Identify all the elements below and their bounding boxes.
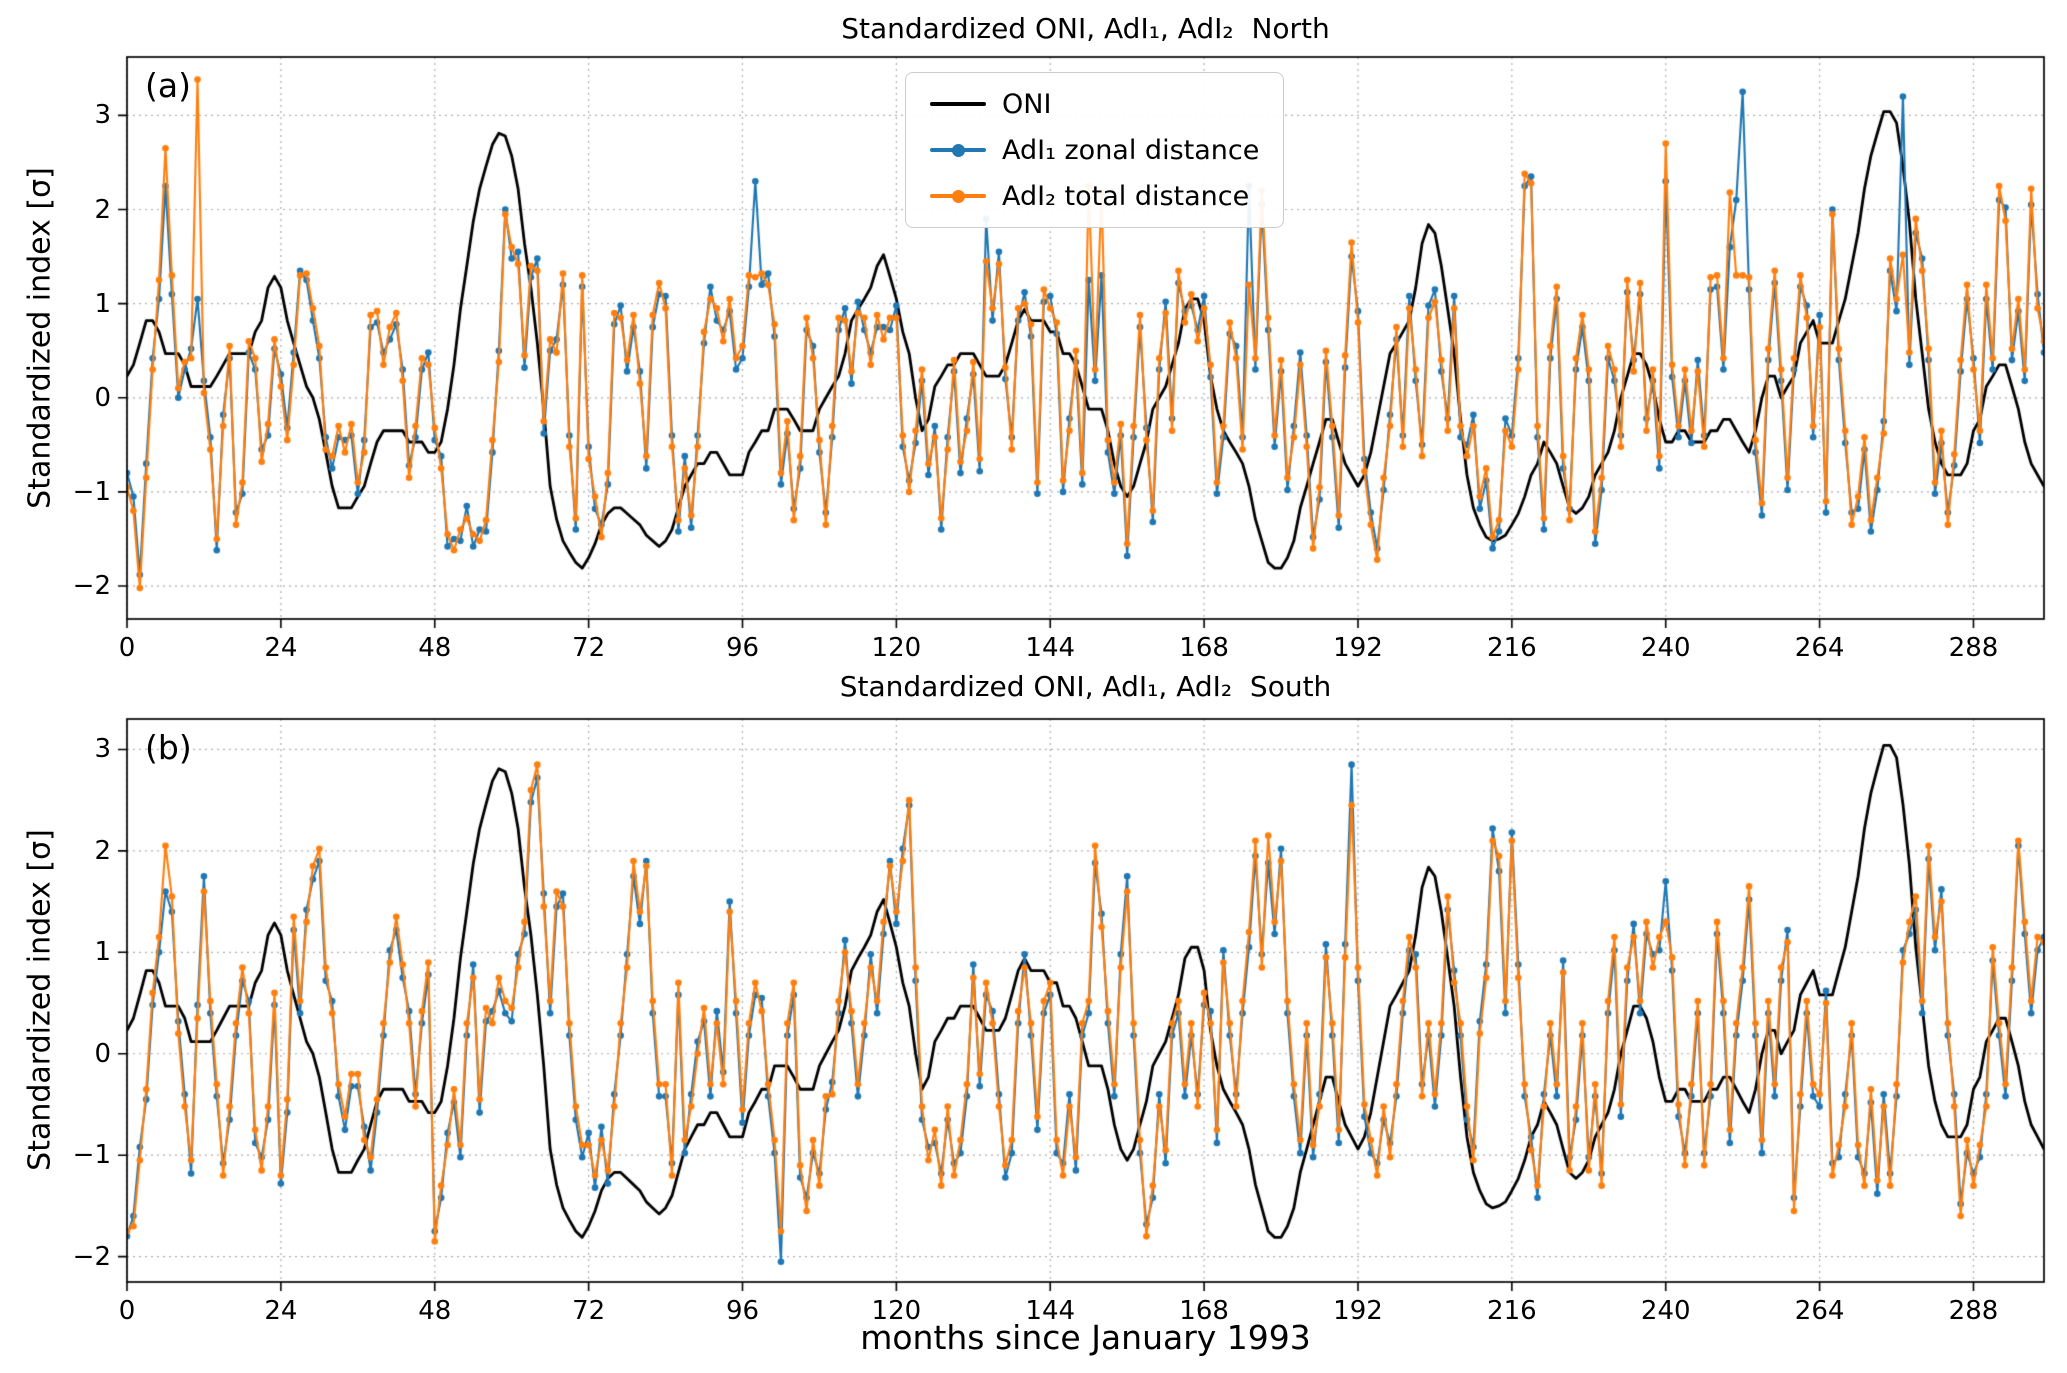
y-tick-label: −1 — [72, 1140, 111, 1171]
x-tick-label: 144 — [1025, 633, 1076, 663]
y-tick-label: 1 — [94, 288, 111, 319]
y-axis-label-b: Standardized index [σ] — [22, 829, 58, 1171]
y-tick-label: 3 — [94, 100, 111, 131]
x-tick-label: 48 — [418, 633, 452, 663]
x-tick-label: 264 — [1794, 633, 1845, 663]
legend-label: ONI — [1002, 88, 1052, 120]
x-tick-label: 216 — [1487, 1296, 1537, 1326]
legend-swatch — [930, 177, 986, 215]
legend-item: AdI₁ zonal distance — [930, 131, 1259, 169]
y-tick-label: −2 — [72, 1241, 111, 1272]
x-tick-label: 192 — [1333, 1296, 1383, 1326]
legend-item: AdI₂ total distance — [930, 177, 1259, 215]
x-tick-label: 72 — [572, 633, 606, 663]
x-tick-label: 0 — [118, 633, 136, 663]
x-tick-label: 288 — [1948, 633, 1999, 663]
legend-swatch — [930, 85, 986, 123]
x-tick-label: 216 — [1487, 633, 1537, 663]
x-tick-label: 96 — [725, 633, 760, 663]
y-tick-label: 0 — [94, 1038, 111, 1069]
panel-a-title: Standardized ONI, AdI₁, AdI₂ North — [841, 12, 1330, 45]
x-tick-label: 240 — [1640, 1296, 1691, 1326]
panel-b-title: Standardized ONI, AdI₁, AdI₂ South — [839, 670, 1332, 703]
y-tick-label: −1 — [72, 476, 111, 507]
y-tick-label: 2 — [94, 835, 111, 866]
y-axis-label-a: Standardized index [σ] — [22, 167, 58, 509]
x-tick-label: 0 — [118, 1296, 136, 1326]
x-tick-label: 168 — [1179, 1296, 1229, 1326]
legend-item: ONI — [930, 85, 1259, 123]
legend-label: AdI₁ zonal distance — [1002, 134, 1260, 166]
legend-marker — [952, 144, 965, 157]
x-tick-label: 240 — [1640, 633, 1691, 663]
y-tick-label: 0 — [94, 382, 111, 413]
legend-marker — [952, 190, 965, 203]
x-tick-label: 288 — [1948, 1296, 1999, 1326]
x-tick-label: 168 — [1179, 633, 1229, 663]
x-tick-label: 120 — [871, 633, 922, 663]
legend-line — [930, 102, 986, 106]
y-tick-label: −2 — [72, 571, 111, 602]
x-tick-label: 24 — [264, 1296, 298, 1326]
panel-a-letter: (a) — [145, 66, 191, 105]
y-tick-label: 2 — [94, 194, 111, 225]
x-tick-label: 96 — [725, 1296, 760, 1326]
x-tick-label: 24 — [264, 633, 298, 663]
x-tick-label: 48 — [418, 1296, 452, 1326]
x-tick-label: 72 — [572, 1296, 606, 1326]
panel-b-letter: (b) — [145, 728, 192, 767]
y-tick-label: 3 — [94, 734, 111, 765]
x-tick-label: 264 — [1794, 1296, 1845, 1326]
x-axis-label: months since January 1993 — [860, 1318, 1311, 1357]
x-tick-label: 144 — [1025, 1296, 1076, 1326]
legend-swatch — [930, 131, 986, 169]
legend: ONI AdI₁ zonal distance AdI₂ total dista… — [905, 72, 1285, 228]
x-tick-label: 192 — [1333, 633, 1383, 663]
x-tick-label: 120 — [871, 1296, 922, 1326]
legend-label: AdI₂ total distance — [1002, 180, 1250, 212]
y-tick-label: 1 — [94, 937, 111, 968]
